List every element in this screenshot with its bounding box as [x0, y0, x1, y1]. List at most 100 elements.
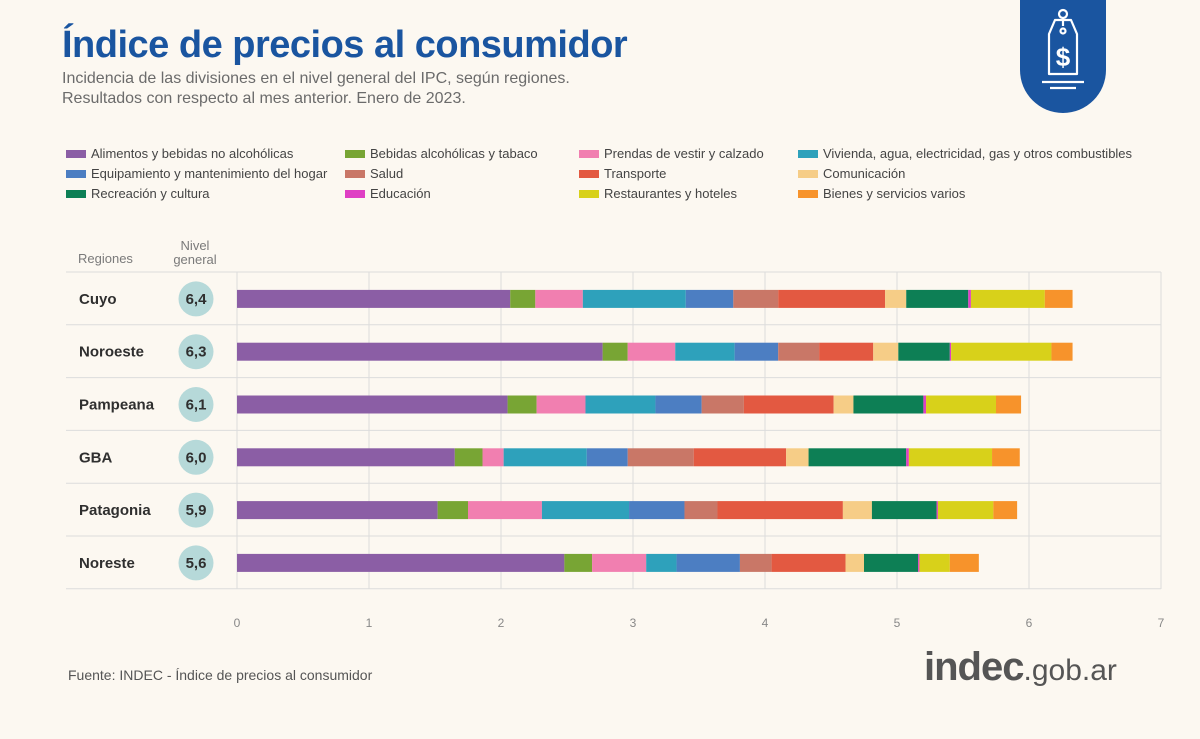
bar-segment-equipamiento-y-mantenimiento-del-hogar — [629, 501, 685, 520]
bar-segment-recreacion-y-cultura — [864, 553, 919, 572]
chart-legend: Alimentos y bebidas no alcohólicas Bebida… — [66, 146, 1176, 208]
bar-segment-salud — [778, 342, 820, 361]
bar-segment-educacion — [923, 395, 927, 414]
legend-label: Comunicación — [823, 166, 906, 181]
bar-segment-equipamiento-y-mantenimiento-del-hogar — [734, 342, 779, 361]
bar-segment-recreacion-y-cultura — [898, 342, 950, 361]
legend-label: Restaurantes y hoteles — [604, 186, 737, 201]
bar-segment-alimentos-y-bebidas-no-alcoholicas — [237, 289, 511, 308]
bar-segment-bienes-y-servicios-varios — [949, 553, 979, 572]
bar-segment-comunicacion — [845, 553, 864, 572]
bar-segment-vivienda-agua-electricidad-gas-y-otros-combustibles — [675, 342, 735, 361]
bar-segment-prendas-de-vestir-y-calzado — [627, 342, 676, 361]
region-label: Noroeste — [79, 344, 144, 361]
legend-item-alimentos-y-bebidas-no-alcoholicas: Alimentos y bebidas no alcohólicas — [66, 146, 293, 161]
nivel-general-value: 6,4 — [186, 291, 208, 308]
bar-segment-transporte — [743, 395, 834, 414]
legend-swatch — [579, 189, 599, 198]
bar-segment-equipamiento-y-mantenimiento-del-hogar — [676, 553, 740, 572]
bar-segment-alimentos-y-bebidas-no-alcoholicas — [237, 448, 455, 467]
x-tick-label: 1 — [366, 616, 373, 630]
legend-label: Transporte — [604, 166, 667, 181]
region-label: Pampeana — [79, 397, 155, 414]
bar-segment-recreacion-y-cultura — [871, 501, 937, 520]
legend-label: Bienes y servicios varios — [823, 186, 966, 201]
legend-item-salud: Salud — [345, 166, 403, 181]
subtitle-line-2: Resultados con respecto al mes anterior.… — [62, 90, 466, 107]
legend-item-bienes-y-servicios-varios: Bienes y servicios varios — [798, 186, 965, 201]
bar-segment-bebidas-alcoholicas-y-tabaco — [507, 395, 537, 414]
brand-suffix: .gob.ar — [1023, 654, 1117, 687]
nivel-general-header: Nivel general — [165, 239, 225, 267]
bar-segment-bebidas-alcoholicas-y-tabaco — [454, 448, 483, 467]
bar-segment-salud — [701, 395, 744, 414]
legend-item-vivienda-agua-electricidad-gas-y-otros-combustibles: Vivienda, agua, electricidad, gas y otro… — [798, 146, 1132, 161]
bar-segment-comunicacion — [885, 289, 907, 308]
legend-label: Vivienda, agua, electricidad, gas y otro… — [823, 146, 1133, 161]
legend-label: Recreación y cultura — [91, 186, 210, 201]
legend-label: Educación — [370, 186, 431, 201]
bar-segment-comunicacion — [873, 342, 899, 361]
bar-segment-bienes-y-servicios-varios — [1044, 289, 1073, 308]
legend-item-bebidas-alcoholicas-y-tabaco: Bebidas alcohólicas y tabaco — [345, 146, 538, 161]
bar-segment-bienes-y-servicios-varios — [992, 448, 1020, 467]
bar-segment-alimentos-y-bebidas-no-alcoholicas — [237, 553, 565, 572]
legend-label: Alimentos y bebidas no alcohólicas — [91, 146, 294, 161]
x-tick-label: 6 — [1026, 616, 1033, 630]
nivel-general-badge — [178, 281, 214, 317]
legend-swatch — [798, 189, 818, 198]
bar-segment-alimentos-y-bebidas-no-alcoholicas — [237, 342, 603, 361]
legend-swatch — [345, 169, 365, 178]
nivel-header-line-2: general — [173, 252, 217, 267]
bar-segment-transporte — [778, 289, 886, 308]
x-tick-label: 2 — [498, 616, 505, 630]
x-tick-label: 3 — [630, 616, 637, 630]
svg-text:$: $ — [1056, 42, 1071, 72]
bar-segment-alimentos-y-bebidas-no-alcoholicas — [237, 501, 438, 520]
bar-segment-bienes-y-servicios-varios — [993, 501, 1018, 520]
legend-item-transporte: Transporte — [579, 166, 666, 181]
legend-swatch — [798, 149, 818, 158]
bar-segment-educacion — [906, 448, 909, 467]
nivel-general-value: 5,9 — [186, 502, 207, 519]
bar-segment-educacion — [968, 289, 971, 308]
bar-segment-prendas-de-vestir-y-calzado — [592, 553, 647, 572]
nivel-general-value: 6,3 — [186, 344, 207, 361]
bar-segment-vivienda-agua-electricidad-gas-y-otros-combustibles — [541, 501, 630, 520]
legend-item-recreacion-y-cultura: Recreación y cultura — [66, 186, 210, 201]
bar-segment-vivienda-agua-electricidad-gas-y-otros-combustibles — [503, 448, 587, 467]
page-title: Índice de precios al consumidor — [62, 24, 628, 66]
nivel-general-badge — [178, 545, 214, 581]
nivel-general-badge — [178, 492, 214, 528]
legend-swatch — [345, 189, 365, 198]
bar-segment-alimentos-y-bebidas-no-alcoholicas — [237, 395, 508, 414]
bar-segment-restaurantes-y-hoteles — [919, 553, 950, 572]
nivel-general-badge — [178, 387, 214, 422]
brand-name: indec — [924, 645, 1024, 689]
bar-segment-comunicacion — [833, 395, 854, 414]
bar-segment-transporte — [819, 342, 874, 361]
bar-segment-equipamiento-y-mantenimiento-del-hogar — [655, 395, 702, 414]
x-tick-label: 4 — [762, 616, 769, 630]
subtitle: Incidencia de las divisiones en el nivel… — [62, 69, 570, 109]
brand-logo: indec.gob.ar — [924, 645, 1117, 690]
bar-segment-prendas-de-vestir-y-calzado — [535, 289, 583, 308]
bar-segment-vivienda-agua-electricidad-gas-y-otros-combustibles — [585, 395, 656, 414]
bar-segment-bebidas-alcoholicas-y-tabaco — [564, 553, 593, 572]
bar-segment-vivienda-agua-electricidad-gas-y-otros-combustibles — [646, 553, 677, 572]
bar-segment-equipamiento-y-mantenimiento-del-hogar — [586, 448, 628, 467]
x-tick-label: 7 — [1158, 616, 1165, 630]
bar-segment-equipamiento-y-mantenimiento-del-hogar — [685, 289, 734, 308]
bar-segment-restaurantes-y-hoteles — [970, 289, 1045, 308]
legend-swatch — [579, 169, 599, 178]
nivel-general-badge — [178, 439, 214, 475]
legend-item-prendas-de-vestir-y-calzado: Prendas de vestir y calzado — [579, 146, 764, 161]
x-tick-label: 5 — [894, 616, 901, 630]
bar-segment-restaurantes-y-hoteles — [908, 448, 993, 467]
bar-segment-restaurantes-y-hoteles — [926, 395, 996, 414]
bar-segment-transporte — [693, 448, 787, 467]
bar-segment-transporte — [771, 553, 846, 572]
legend-swatch — [66, 169, 86, 178]
bar-segment-transporte — [717, 501, 843, 520]
legend-item-comunicacion: Comunicación — [798, 166, 905, 181]
